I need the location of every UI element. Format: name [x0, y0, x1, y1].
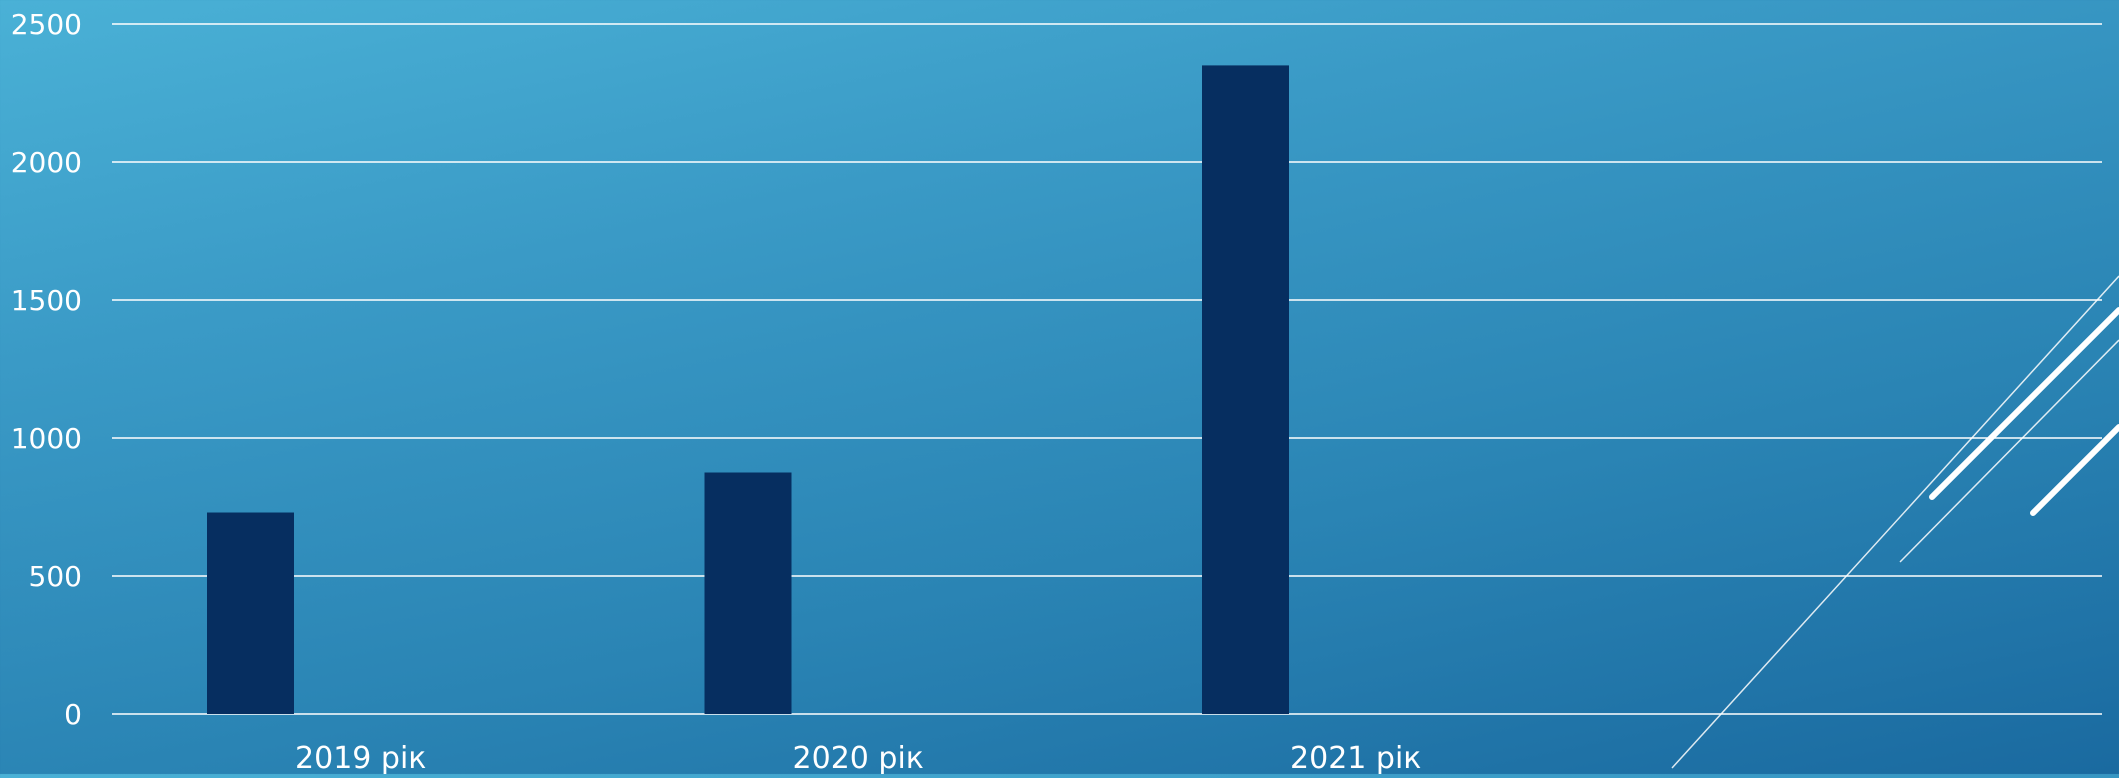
y-tick-label: 0 — [64, 698, 82, 731]
x-tick-label: 2020 рік — [793, 741, 924, 774]
x-tick-label: 2021 рік — [1290, 741, 1421, 774]
y-tick-label: 2000 — [11, 146, 82, 179]
bars — [207, 65, 1289, 714]
decorative-diagonal-lines — [1671, 275, 2119, 769]
y-tick-label: 1000 — [11, 422, 82, 455]
decor-line — [1899, 339, 2119, 563]
decor-line — [2030, 424, 2119, 516]
decor-line — [1929, 307, 2119, 500]
y-tick-label: 500 — [29, 560, 82, 593]
bar — [704, 472, 792, 714]
y-axis-tick-labels: 0 500 1000 1500 2000 2500 — [11, 8, 82, 731]
bar — [1202, 65, 1289, 714]
x-axis-tick-labels: 2019 рік 2020 рік 2021 рік — [295, 741, 1421, 776]
gridlines — [112, 23, 2102, 715]
decor-line — [1671, 275, 2119, 769]
y-tick-label: 2500 — [11, 8, 82, 41]
bar — [207, 512, 294, 714]
y-tick-label: 1500 — [11, 284, 82, 317]
x-tick-label: 2019 рік — [295, 741, 426, 774]
